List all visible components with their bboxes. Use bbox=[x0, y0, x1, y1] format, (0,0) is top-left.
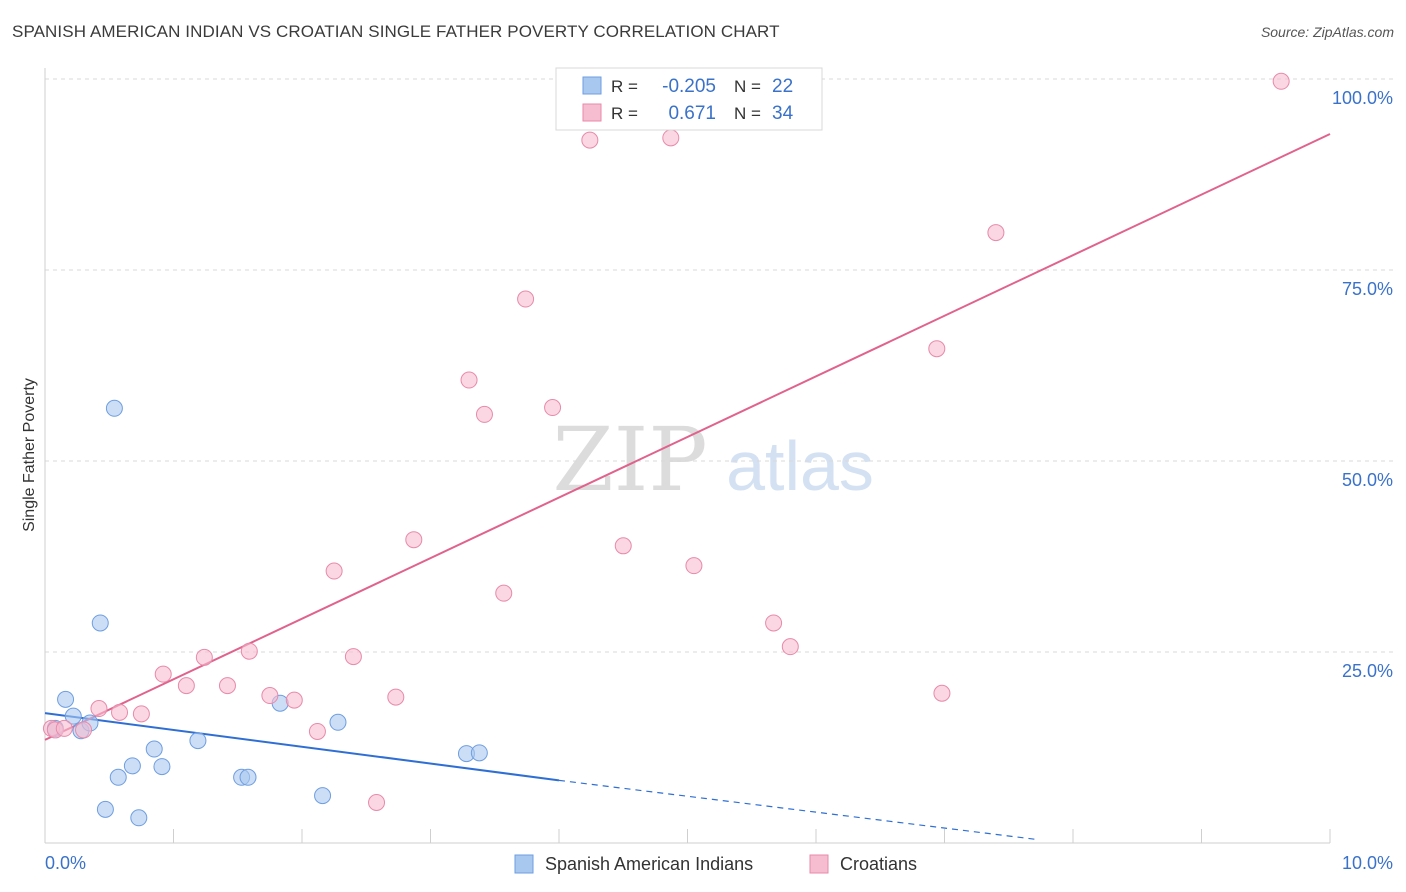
point-croatians bbox=[368, 794, 386, 812]
point-croatians bbox=[90, 700, 108, 718]
point-spanish-american-indians bbox=[130, 809, 148, 827]
point-croatians bbox=[928, 340, 946, 358]
legend-n-value-blue: 22 bbox=[772, 76, 793, 97]
legend-r-label-pink: R = bbox=[611, 104, 638, 123]
point-croatians bbox=[308, 722, 326, 740]
point-spanish-american-indians bbox=[470, 744, 488, 762]
watermark-zip: ZIP bbox=[552, 408, 707, 511]
tick-labels: 25.0% 50.0% 75.0% 100.0% 0.0% 10.0% bbox=[45, 88, 1393, 873]
legend-n-label-blue: N = bbox=[734, 77, 761, 96]
y-tick-label: 50.0% bbox=[1342, 470, 1393, 490]
point-croatians bbox=[662, 129, 680, 147]
point-croatians bbox=[495, 584, 513, 602]
point-croatians bbox=[685, 557, 703, 575]
watermark: ZIP atlas bbox=[552, 408, 874, 511]
y-tick-label: 100.0% bbox=[1332, 88, 1393, 108]
point-croatians bbox=[781, 638, 799, 656]
grid-lines bbox=[45, 78, 1395, 653]
point-croatians bbox=[405, 531, 423, 549]
trend-line-croatians bbox=[44, 133, 1331, 741]
point-spanish-american-indians bbox=[123, 757, 141, 775]
point-croatians bbox=[765, 614, 783, 632]
point-croatians bbox=[177, 677, 195, 695]
point-croatians bbox=[1272, 72, 1290, 90]
point-croatians bbox=[75, 721, 93, 739]
series-legend: Spanish American Indians Croatians bbox=[514, 854, 917, 874]
data-points bbox=[42, 72, 1290, 827]
y-tick-label: 25.0% bbox=[1342, 661, 1393, 681]
chart-source: Source: ZipAtlas.com bbox=[1260, 24, 1394, 40]
point-spanish-american-indians bbox=[64, 707, 82, 725]
legend-r-label-blue: R = bbox=[611, 77, 638, 96]
point-croatians bbox=[285, 691, 303, 709]
watermark-atlas: atlas bbox=[726, 427, 874, 505]
point-croatians bbox=[154, 665, 172, 683]
point-croatians bbox=[111, 703, 129, 721]
point-spanish-american-indians bbox=[239, 768, 257, 786]
legend-n-label-pink: N = bbox=[734, 104, 761, 123]
point-croatians bbox=[987, 224, 1005, 242]
legend-swatch-blue bbox=[582, 76, 602, 95]
legend-n-value-pink: 34 bbox=[772, 103, 794, 124]
trend-line-spanish-american-indians bbox=[44, 712, 560, 782]
series-legend-label-blue: Spanish American Indians bbox=[545, 854, 753, 874]
point-spanish-american-indians bbox=[57, 690, 75, 708]
chart-title: SPANISH AMERICAN INDIAN VS CROATIAN SING… bbox=[12, 22, 780, 41]
point-croatians bbox=[517, 290, 535, 308]
series-legend-swatch-pink bbox=[809, 854, 829, 874]
correlation-legend: R = -0.205 N = 22 R = 0.671 N = 34 bbox=[555, 67, 823, 131]
point-croatians bbox=[195, 648, 213, 666]
point-croatians bbox=[325, 562, 343, 580]
point-spanish-american-indians bbox=[329, 713, 347, 731]
point-spanish-american-indians bbox=[96, 800, 114, 818]
point-croatians bbox=[55, 719, 73, 737]
point-spanish-american-indians bbox=[91, 614, 109, 632]
point-spanish-american-indians bbox=[189, 732, 207, 750]
trend-lines bbox=[44, 133, 1331, 840]
point-croatians bbox=[240, 642, 258, 660]
point-croatians bbox=[132, 705, 150, 723]
point-spanish-american-indians bbox=[314, 787, 332, 805]
legend-swatch-pink bbox=[582, 103, 602, 122]
point-croatians bbox=[261, 687, 279, 705]
point-croatians bbox=[581, 131, 599, 149]
point-croatians bbox=[614, 537, 632, 555]
trend-line-extension-spanish-american-indians bbox=[558, 779, 1035, 840]
point-croatians bbox=[933, 684, 951, 702]
x-tick-label-max: 10.0% bbox=[1342, 853, 1393, 873]
legend-r-value-blue: -0.205 bbox=[662, 76, 716, 97]
point-croatians bbox=[387, 688, 405, 706]
series-legend-label-pink: Croatians bbox=[840, 854, 917, 874]
point-spanish-american-indians bbox=[105, 399, 123, 417]
point-spanish-american-indians bbox=[153, 758, 171, 776]
point-croatians bbox=[218, 677, 236, 695]
y-tick-label: 75.0% bbox=[1342, 279, 1393, 299]
y-axis-label: Single Father Poverty bbox=[21, 378, 38, 532]
point-croatians bbox=[460, 371, 478, 389]
point-spanish-american-indians bbox=[145, 740, 163, 758]
series-legend-swatch-blue bbox=[514, 854, 534, 874]
point-spanish-american-indians bbox=[109, 768, 127, 786]
legend-r-value-pink: 0.671 bbox=[668, 103, 716, 124]
point-croatians bbox=[475, 405, 493, 423]
point-croatians bbox=[544, 399, 562, 417]
point-croatians bbox=[344, 648, 362, 666]
x-tick-label-min: 0.0% bbox=[45, 853, 86, 873]
